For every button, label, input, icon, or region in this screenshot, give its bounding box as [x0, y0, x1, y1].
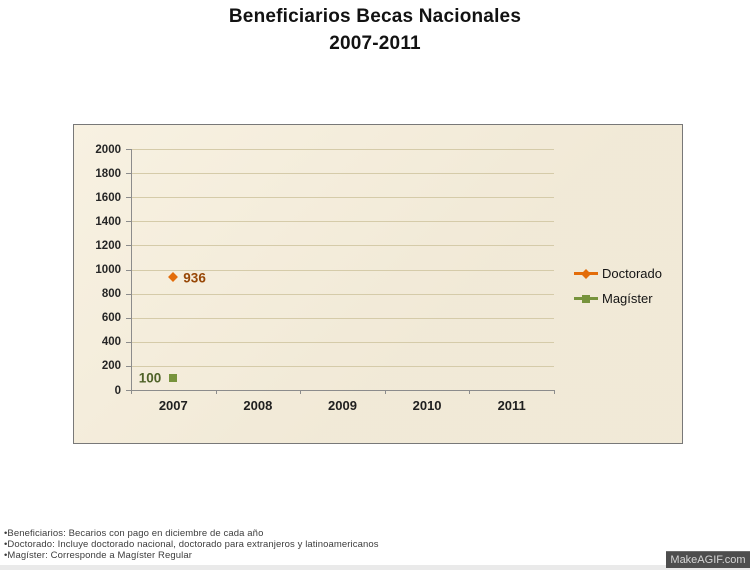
footnote-line: •Beneficiarios: Becarios con pago en dic…: [4, 528, 264, 539]
legend-item-magíster: Magíster: [574, 286, 662, 311]
data-label-magíster: 100: [138, 370, 162, 386]
gridline-y1800: [131, 173, 554, 175]
data-label-doctorado: 936: [183, 270, 206, 286]
gridline-y1600: [131, 197, 554, 199]
gridline-y600: [131, 317, 554, 319]
x-tick-mark: [215, 390, 217, 394]
x-tick-mark: [300, 390, 302, 394]
legend-label: Doctorado: [602, 266, 662, 281]
legend-square-icon: [582, 294, 590, 303]
y-axis-tick-label: 1800: [95, 167, 121, 180]
y-axis-line: [131, 149, 132, 391]
data-point-magíster: [169, 373, 178, 382]
y-axis-tick-label: 600: [101, 312, 121, 325]
y-tick-mark: [126, 173, 131, 175]
y-tick-mark: [126, 341, 131, 343]
x-tick-mark: [384, 390, 386, 394]
y-axis-tick-label: 1200: [95, 239, 121, 252]
gridline-y1200: [131, 245, 554, 247]
gridline-y1400: [131, 221, 554, 223]
y-axis-tick-label: 1400: [95, 215, 121, 228]
y-tick-mark: [126, 317, 131, 319]
y-tick-mark: [126, 221, 131, 223]
legend: Doctorado Magíster: [574, 261, 662, 311]
legend-line-icon: [574, 294, 598, 303]
chart-title-line2: 2007-2011: [329, 33, 421, 54]
x-tick-mark: [131, 390, 132, 394]
gridline-y1000: [131, 269, 554, 271]
y-axis-tick-label: 0: [114, 384, 121, 397]
y-axis-tick-label: 800: [101, 288, 121, 301]
y-tick-mark: [126, 197, 131, 199]
bottom-strip: [0, 565, 750, 570]
y-tick-mark: [126, 269, 131, 271]
data-point-doctorado: [168, 272, 179, 283]
y-tick-mark: [126, 293, 131, 295]
y-tick-mark: [126, 149, 131, 150]
chart-title-line1: Beneficiarios Becas Nacionales: [228, 6, 522, 27]
x-axis-line: [131, 390, 554, 391]
y-tick-mark: [126, 390, 131, 391]
footnote-line: •Doctorado: Incluye doctorado nacional, …: [4, 539, 379, 550]
watermark-makeagif: MakeAGIF.com: [666, 551, 750, 568]
x-axis-tick-label: 2011: [497, 398, 526, 413]
gridline-y800: [131, 293, 554, 295]
y-axis-tick-label: 2000: [95, 143, 121, 156]
footnote-line: •Magíster: Corresponde a Magíster Regula…: [4, 550, 193, 561]
y-tick-mark: [126, 245, 131, 247]
gridline-y2000: [131, 149, 554, 150]
legend-diamond-icon: [581, 268, 591, 279]
legend-item-doctorado: Doctorado: [574, 261, 662, 286]
x-axis-tick-label: 2007: [158, 398, 188, 413]
x-tick-mark: [469, 390, 471, 394]
gridline-y200: [131, 365, 554, 367]
x-axis-tick-label: 2010: [412, 398, 442, 413]
y-axis-tick-label: 200: [101, 360, 121, 373]
x-axis-tick-label: 2008: [243, 398, 273, 413]
y-axis-tick-label: 1600: [95, 191, 121, 204]
y-tick-mark: [126, 365, 131, 367]
legend-line-icon: [574, 268, 598, 279]
footnotes: •Beneficiarios: Becarios con pago en dic…: [4, 528, 379, 561]
chart-title: Beneficiarios Becas Nacionales 2007-2011: [0, 3, 750, 57]
y-axis-tick-label: 1000: [95, 264, 121, 276]
gridline-y400: [131, 341, 554, 343]
legend-label: Magíster: [602, 291, 653, 306]
x-tick-mark: [554, 390, 555, 394]
y-axis-tick-label: 400: [101, 336, 121, 349]
x-axis-tick-label: 2009: [328, 398, 357, 413]
x-axis-labels: 2007 2008 2009 2010 2011: [131, 398, 554, 413]
chart-frame: 0 200 400 600 800 1000 1200 1400 1600 1800 2000 200…: [73, 124, 683, 444]
